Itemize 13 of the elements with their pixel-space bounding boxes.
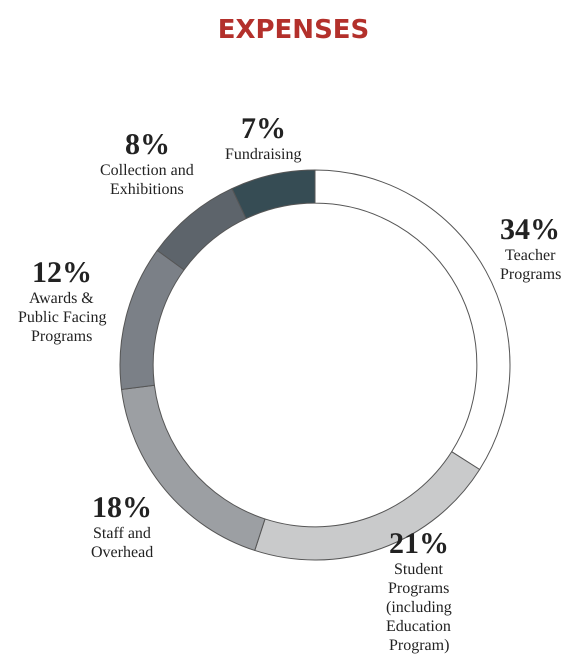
data-label: 34%: [500, 213, 560, 246]
slice-label: Awards & Public Facing Programs: [18, 290, 106, 345]
data-label: 8%: [125, 128, 170, 161]
slice-label: Teacher Programs: [500, 247, 562, 283]
data-label: 18%: [92, 491, 152, 524]
data-label: 7%: [241, 112, 286, 145]
data-label: 12%: [32, 256, 92, 289]
chart-title: EXPENSES: [218, 15, 370, 46]
slice-label: Staff and Overhead: [91, 525, 154, 561]
slice-label: Fundraising: [225, 146, 302, 163]
data-label: 21%: [389, 527, 449, 560]
slice-label: Collection and Exhibitions: [100, 162, 194, 198]
slice-label: Student Programs (including Education Program): [386, 561, 452, 654]
